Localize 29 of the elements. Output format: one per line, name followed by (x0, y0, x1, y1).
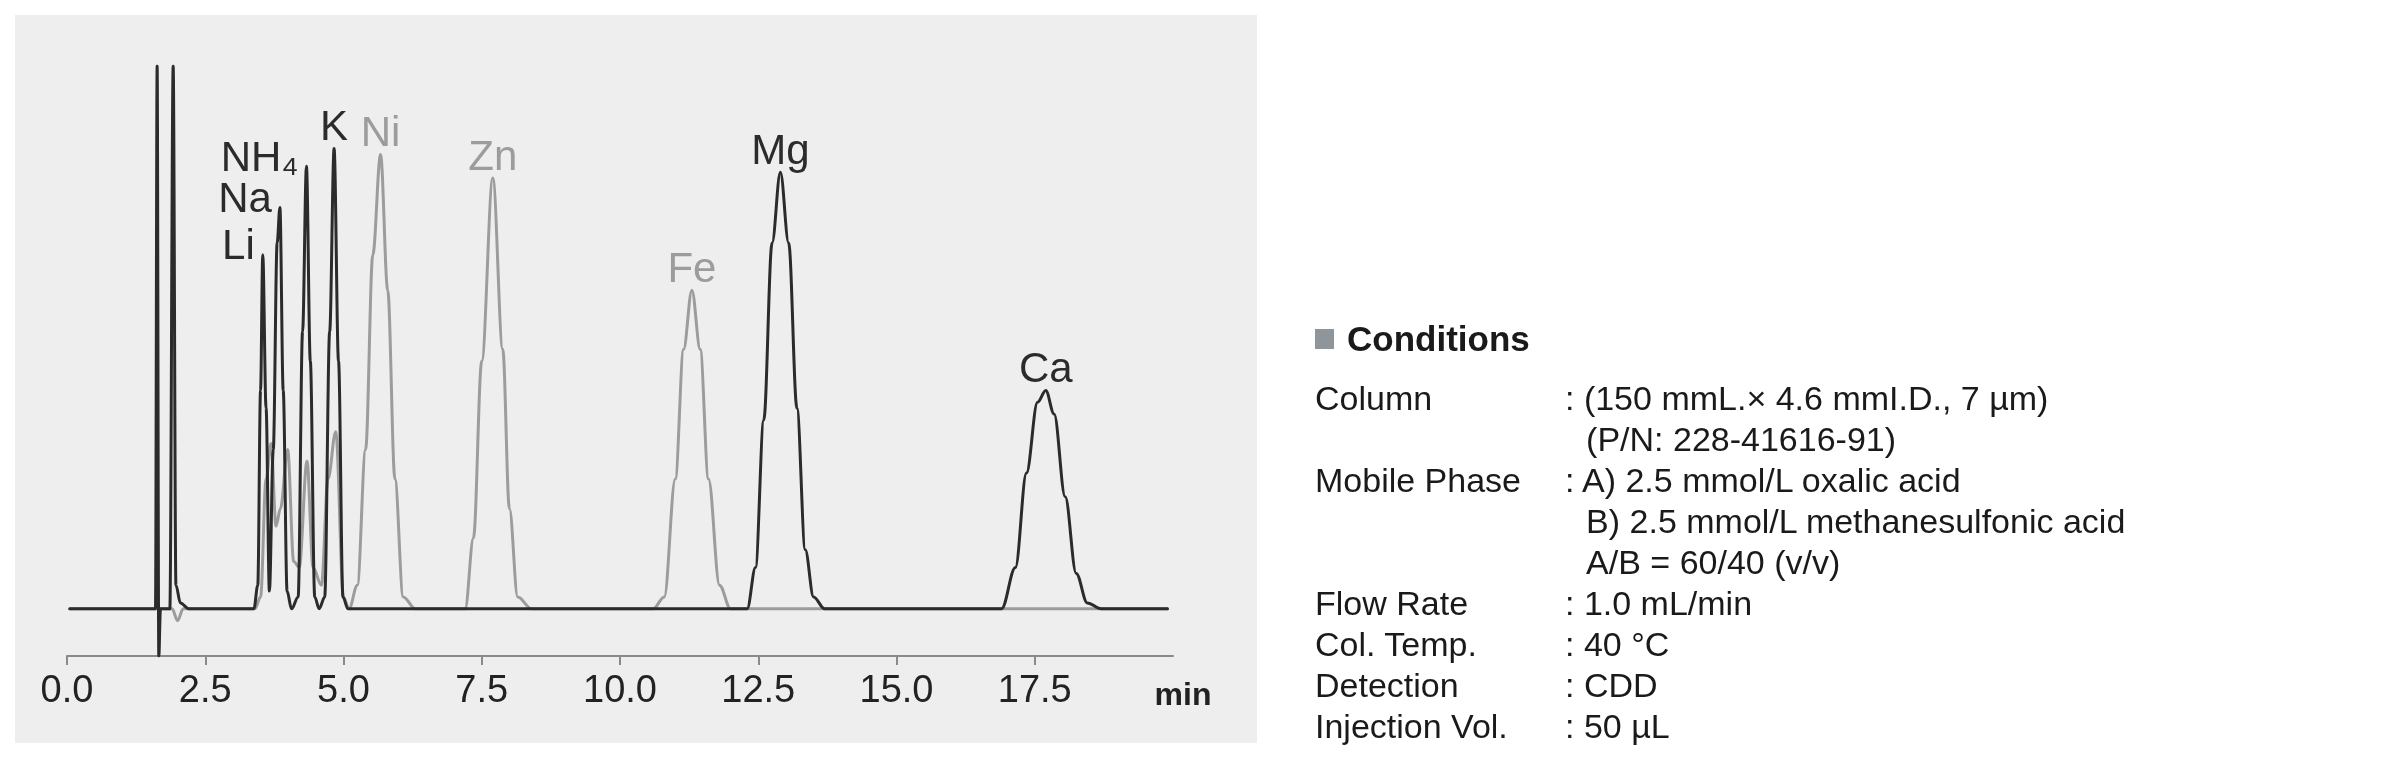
x-axis-title: min (1154, 676, 1212, 712)
annotation: Li (222, 221, 255, 269)
x-tick-label: 12.5 (721, 668, 796, 710)
x-tick-label: 17.5 (997, 668, 1072, 710)
annotation: Mg (751, 125, 810, 173)
text: Injection Vol. (1315, 706, 1509, 747)
text: : 50 µL (1565, 706, 1671, 747)
x-tick-label: 5.0 (317, 668, 370, 710)
text: Mobile Phase (1315, 460, 1522, 501)
x-tick-label: 2.5 (178, 668, 232, 710)
x-tick-label: 15.0 (859, 668, 934, 710)
annotation: Zn (468, 131, 518, 179)
text: : 1.0 mL/min (1565, 583, 1754, 624)
text: Col. Temp. (1315, 624, 1478, 665)
text: Column (1315, 378, 1434, 419)
annotation: Fe (667, 243, 717, 291)
text: Flow Rate (1315, 583, 1470, 624)
x-tick-label: 7.5 (455, 668, 509, 710)
annotation: K (320, 102, 349, 150)
text: : (150 mmL.× 4.6 mmI.D., 7 µm) (P/N: 228-41616-91) (1565, 378, 2050, 460)
x-tick-label: 10.0 (583, 668, 657, 710)
text: : 40 °C (1565, 624, 1671, 665)
text: : CDD (1565, 665, 1659, 706)
text: : A) 2.5 mmol/L oxalic acid B) 2.5 mmol/L methanesulfonic acid A/B = 60/40 (v/v) (1565, 460, 2126, 583)
annotation: Ca (1018, 344, 1074, 391)
text: Detection (1315, 665, 1460, 706)
x-tick-label: 0.0 (40, 668, 94, 710)
text: Conditions (1347, 318, 1530, 360)
annotation: Ni (360, 108, 401, 155)
